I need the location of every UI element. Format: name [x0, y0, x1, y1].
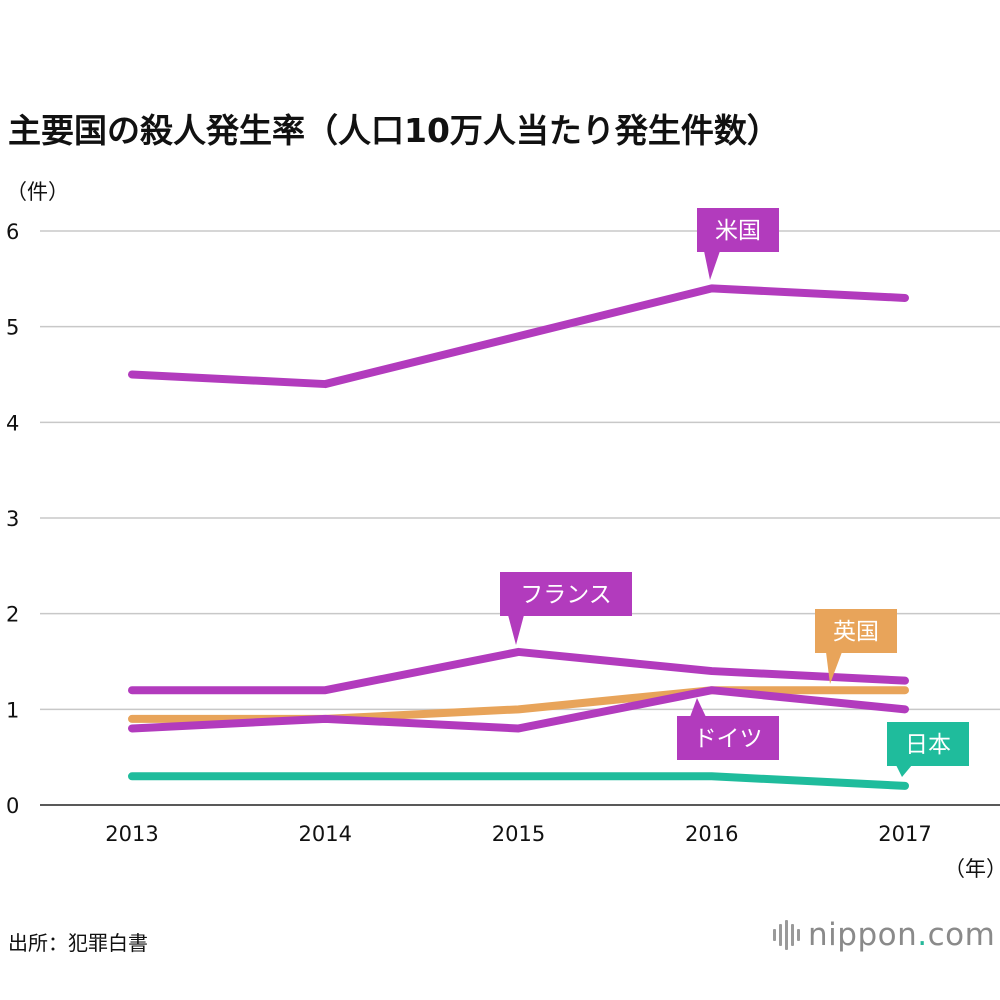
series-name: ドイツ [694, 726, 763, 752]
logo-suffix: com [927, 917, 996, 953]
x-tick-label: 2017 [878, 822, 931, 846]
series-line-フランス [128, 647, 909, 695]
x-tick-label: 2013 [105, 822, 158, 846]
label-pointer [826, 652, 842, 684]
x-tick-labels: 2013 2014 2015 2016 2017 [105, 822, 931, 846]
y-tick-label: 4 [6, 411, 19, 435]
logo-bars-icon [773, 920, 800, 950]
series-label-英国: 英国 [815, 609, 897, 684]
label-pointer [690, 698, 706, 717]
nippon-logo: nippon.com [773, 915, 995, 955]
series-name: フランス [520, 582, 612, 608]
logo-dot: . [917, 917, 928, 953]
series-label-ドイツ: ドイツ [677, 698, 779, 760]
source-note: 出所：犯罪白書 [8, 931, 148, 955]
chart-title: 主要国の殺人発生率（人口10万人当たり発生件数） [8, 111, 780, 150]
label-box [500, 572, 632, 616]
x-tick-label: 2015 [492, 822, 545, 846]
series-name: 日本 [905, 732, 951, 758]
x-axis-unit: （年） [944, 857, 1000, 881]
label-box [677, 716, 779, 760]
series-lines [128, 284, 909, 790]
y-tick-label: 2 [6, 603, 19, 627]
series-name: 英国 [833, 619, 879, 645]
label-pointer [508, 615, 524, 645]
label-pointer [896, 765, 912, 777]
label-box [697, 208, 779, 252]
logo-main: nippon [808, 917, 918, 953]
label-box [815, 609, 897, 653]
logo-wordmark: nippon.com [808, 917, 995, 953]
grid-lines [40, 230, 1000, 806]
x-tick-label: 2016 [685, 822, 738, 846]
y-tick-label: 6 [6, 220, 19, 244]
y-tick-label: 3 [6, 507, 19, 531]
label-pointer [704, 251, 720, 280]
y-tick-label: 5 [6, 316, 19, 340]
series-line-日本 [128, 772, 909, 790]
series-name: 米国 [715, 218, 761, 244]
y-tick-label: 0 [6, 794, 19, 818]
series-line-米国 [128, 284, 909, 389]
series-label-日本: 日本 [887, 722, 969, 777]
series-line-ドイツ [128, 686, 909, 733]
series-label-米国: 米国 [697, 208, 779, 280]
y-axis-unit: （件） [6, 180, 69, 204]
series-label-フランス: フランス [500, 572, 632, 645]
label-box [887, 722, 969, 766]
x-tick-label: 2014 [299, 822, 352, 846]
y-tick-label: 1 [6, 698, 19, 722]
y-tick-labels: 0 1 2 3 4 5 6 [6, 220, 19, 818]
